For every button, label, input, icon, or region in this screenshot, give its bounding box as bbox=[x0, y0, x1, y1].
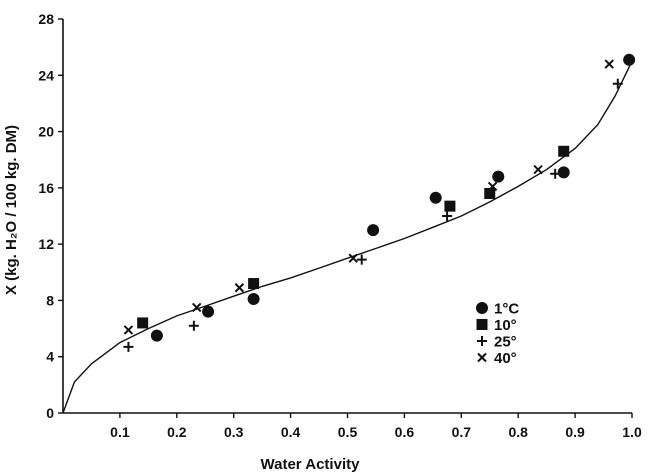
y-tick-labels: 0 4 8 12 16 20 24 28 bbox=[38, 11, 54, 421]
data-point-circle bbox=[492, 170, 505, 183]
data-point-circle bbox=[429, 191, 442, 204]
x-tick-label: 0.5 bbox=[338, 424, 358, 440]
legend-marker-plus bbox=[477, 336, 487, 346]
x-tick-labels: 0.1 0.2 0.3 0.4 0.5 0.6 0.7 0.8 0.9 1.0 bbox=[110, 424, 642, 440]
x-axis-title: Water Activity bbox=[261, 456, 361, 473]
data-point-circle bbox=[623, 53, 636, 66]
data-point-plus bbox=[612, 78, 623, 89]
legend-label: 10° bbox=[494, 317, 517, 334]
x-tick-label: 0.7 bbox=[452, 424, 472, 440]
data-point-cross bbox=[533, 164, 543, 175]
data-point-cross bbox=[348, 253, 358, 263]
data-point-cross bbox=[234, 283, 245, 293]
data-point-circle bbox=[367, 224, 380, 237]
data-point-cross bbox=[487, 181, 498, 192]
y-tick-label: 8 bbox=[46, 292, 54, 308]
data-point-plus bbox=[188, 320, 199, 331]
x-tick-label: 0.2 bbox=[167, 424, 187, 440]
legend-marker-square bbox=[476, 319, 488, 330]
y-tick-label: 0 bbox=[46, 405, 54, 421]
y-tick-label: 12 bbox=[38, 236, 54, 252]
y-tick-label: 24 bbox=[38, 67, 54, 83]
data-point-cross bbox=[604, 59, 614, 69]
axes bbox=[58, 18, 633, 418]
x-tick-label: 0.3 bbox=[224, 424, 244, 440]
data-point-plus bbox=[442, 211, 453, 221]
y-tick-label: 4 bbox=[46, 349, 54, 365]
data-point-circle bbox=[150, 329, 163, 342]
data-point-square bbox=[484, 187, 496, 199]
data-point-square bbox=[444, 200, 456, 212]
data-points bbox=[123, 53, 636, 352]
y-tick-label: 28 bbox=[38, 11, 54, 27]
data-point-square bbox=[137, 317, 149, 329]
data-point-plus bbox=[550, 168, 561, 179]
y-tick-label: 16 bbox=[38, 180, 54, 196]
y-axis-title: X (kg. H₂O / 100 kg. DM) bbox=[3, 125, 20, 295]
data-point-circle bbox=[557, 166, 570, 179]
data-point-circle bbox=[202, 305, 215, 318]
data-point-square bbox=[558, 145, 570, 157]
data-point-square bbox=[248, 278, 260, 290]
legend-label: 40° bbox=[494, 350, 517, 367]
data-point-cross bbox=[192, 302, 202, 313]
legend-label: 25° bbox=[494, 334, 517, 351]
y-tick-label: 20 bbox=[38, 124, 54, 140]
x-tick-label: 0.6 bbox=[395, 424, 415, 440]
fitted-curve bbox=[62, 60, 633, 414]
data-point-circle bbox=[247, 293, 260, 306]
legend-marker-cross bbox=[477, 352, 487, 363]
legend-marker-circle bbox=[476, 302, 488, 314]
x-tick-label: 0.1 bbox=[110, 424, 130, 440]
data-point-cross bbox=[123, 325, 134, 335]
legend: 1°C10°25°40° bbox=[476, 301, 519, 367]
x-tick-label: 1.0 bbox=[622, 424, 642, 440]
x-tick-label: 0.9 bbox=[565, 424, 585, 440]
x-tick-label: 0.8 bbox=[508, 424, 528, 440]
data-point-plus bbox=[356, 254, 367, 265]
legend-label: 1°C bbox=[494, 301, 519, 318]
data-point-plus bbox=[123, 341, 134, 352]
x-tick-label: 0.4 bbox=[281, 424, 301, 440]
